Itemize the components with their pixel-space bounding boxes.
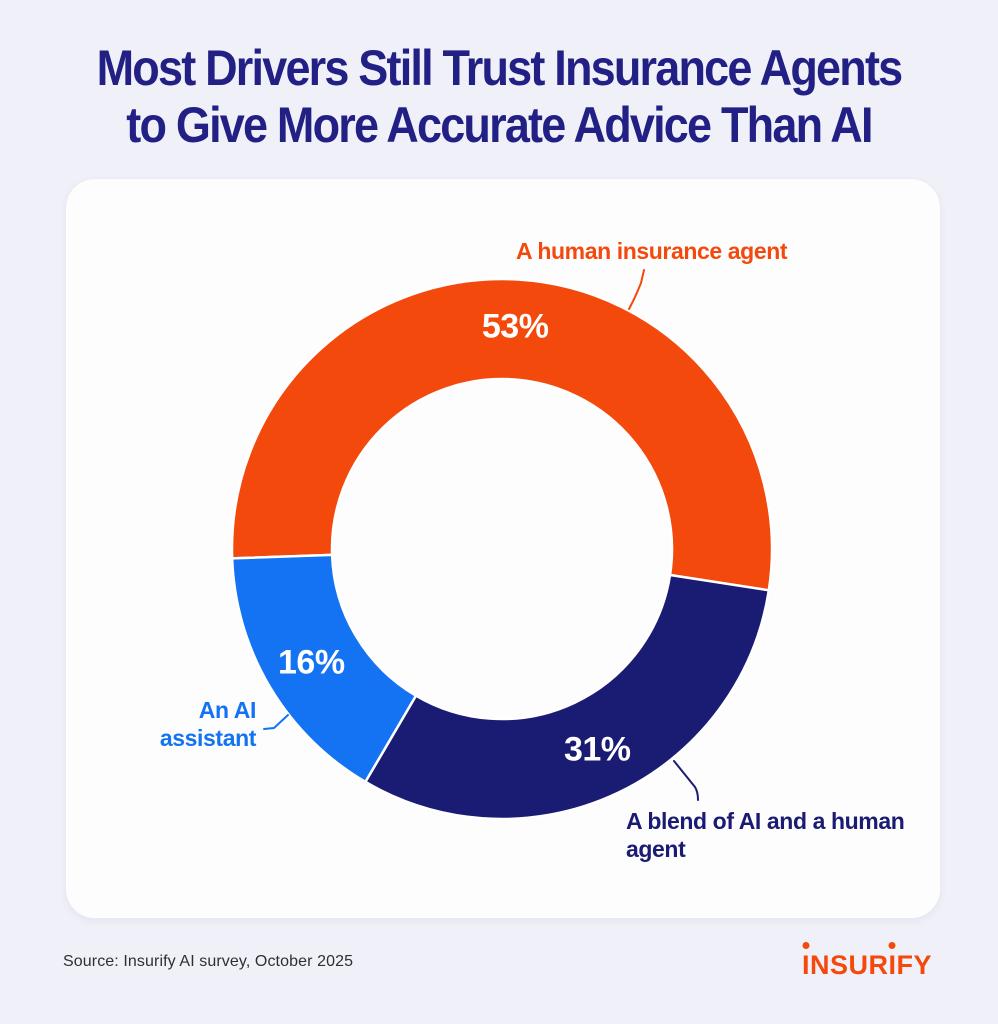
logo-letter: F [896, 950, 914, 980]
connector-human-agent-line [628, 269, 645, 310]
connector-ai-assistant-line [263, 714, 289, 730]
donut-segment [230, 277, 774, 592]
chart-card: A human insurance agent An AI assistant … [65, 178, 941, 919]
donut-segment [230, 553, 418, 784]
segment-label-blend: A blend of AI and a human agent [626, 808, 905, 862]
donut-chart [230, 269, 774, 821]
infographic-title: Most Drivers Still Trust Insurance Agent… [0, 0, 998, 154]
logo-letter: I [801, 950, 810, 980]
segment-value-label: 16% [278, 643, 345, 682]
title-line-1: Most Drivers Still Trust Insurance Agent… [96, 40, 904, 96]
connector-blend-line [673, 760, 699, 801]
logo-letter: Y [913, 950, 932, 980]
logo-letter: R [868, 950, 889, 980]
segment-value-label: 31% [563, 730, 631, 769]
segment-label-human-agent: A human insurance agent [516, 238, 788, 264]
logo-letter: S [829, 950, 849, 980]
segment-label-ai-assistant: An AI assistant [159, 697, 257, 751]
source-text: Source: Insurify AI survey, October 2025 [63, 953, 354, 970]
logo-letter: U [848, 950, 869, 980]
donut-segment [364, 573, 771, 821]
logo-letter: N [809, 950, 830, 980]
logo-letter: I [888, 950, 897, 980]
brand-logo: INSURIFY [802, 950, 932, 981]
title-line-2: to Give More Accurate Advice Than AI [126, 97, 873, 153]
segment-value-label: 53% [481, 307, 549, 346]
